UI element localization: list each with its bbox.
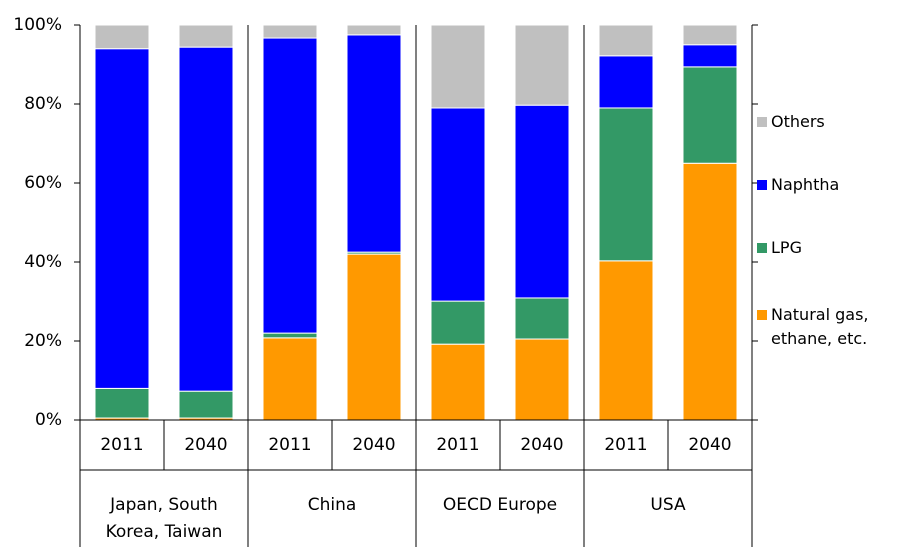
y-tick-label: 60%	[24, 173, 62, 193]
x-tick-label: 2011	[100, 435, 143, 455]
bar-segment	[346, 24, 402, 36]
bar-segment	[514, 24, 570, 106]
x-tick-label: 2011	[436, 435, 479, 455]
bar-segment	[682, 162, 738, 421]
bar-segment	[598, 55, 654, 109]
bar-segment	[514, 104, 570, 299]
bar-segment	[430, 300, 486, 345]
group-label: OECD Europe	[442, 495, 558, 515]
bar-segment	[262, 332, 318, 339]
bar-segment	[682, 24, 738, 46]
bar-segment	[514, 297, 570, 340]
x-tick-label: 2040	[520, 435, 563, 455]
bar-segment	[430, 343, 486, 421]
bar-segment	[514, 338, 570, 421]
bar-segment	[598, 260, 654, 421]
group-label: USA	[650, 495, 686, 515]
bar-segment	[682, 66, 738, 164]
bar-segment	[346, 253, 402, 421]
bar-segment	[598, 24, 654, 57]
x-tick-label: 2011	[604, 435, 647, 455]
bar-segment	[94, 48, 150, 389]
legend-label: Natural gas, ethane, etc.	[771, 305, 869, 348]
x-tick-label: 2040	[184, 435, 227, 455]
bar-segment	[682, 44, 738, 68]
group-label: China	[307, 495, 357, 515]
legend-swatch	[757, 243, 767, 253]
y-tick-label: 20%	[24, 331, 62, 351]
bar-segment	[178, 390, 234, 419]
bar-segment	[598, 107, 654, 262]
y-tick-label: 100%	[13, 15, 62, 35]
legend-swatch	[757, 117, 767, 127]
bar-segment	[262, 337, 318, 421]
x-tick-label: 2040	[688, 435, 731, 455]
y-tick-label: 80%	[24, 94, 62, 114]
y-tick-label: 40%	[24, 252, 62, 272]
bar-segment	[262, 24, 318, 39]
bar-segment	[94, 387, 150, 419]
x-tick-label: 2040	[352, 435, 395, 455]
bar-segment	[346, 34, 402, 253]
legend-swatch	[757, 310, 767, 320]
bar-segment	[430, 107, 486, 302]
legend-swatch	[757, 180, 767, 190]
bar-segment	[178, 46, 234, 392]
bar-segment	[262, 37, 318, 334]
y-tick-label: 0%	[35, 410, 62, 430]
legend-label: LPG	[771, 238, 802, 257]
bar-segment	[430, 24, 486, 109]
legend-label: Naphtha	[771, 175, 840, 194]
bar-segment	[178, 24, 234, 48]
group-label: Japan, South Korea, Taiwan	[105, 495, 223, 542]
legend-label: Others	[771, 112, 825, 131]
bar-segment	[94, 24, 150, 50]
x-tick-label: 2011	[268, 435, 311, 455]
